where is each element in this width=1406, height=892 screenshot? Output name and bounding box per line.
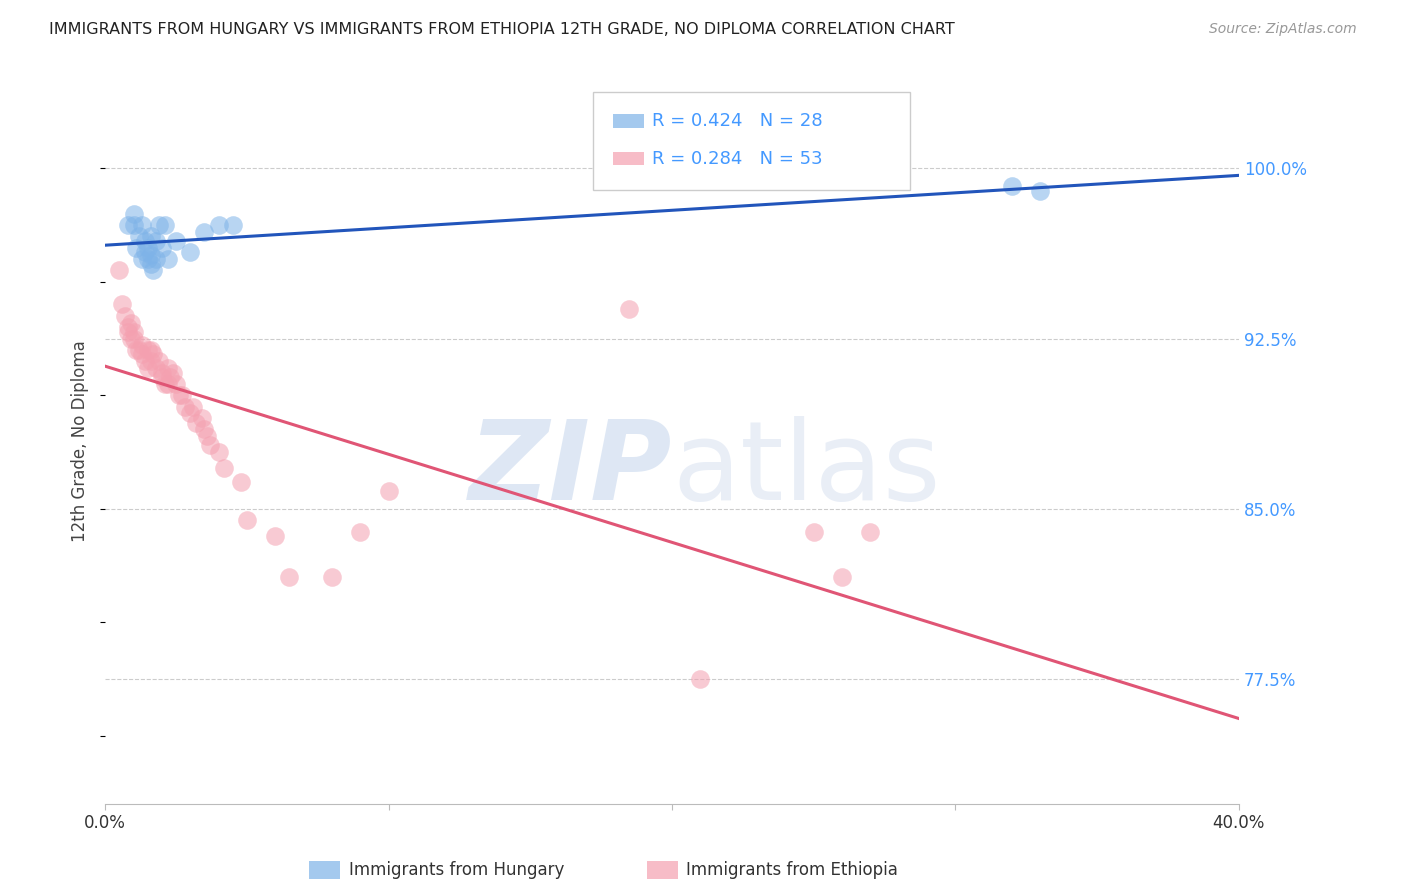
Point — [195, 429, 218, 443]
Point — [165, 376, 187, 391]
Point — [1029, 184, 1052, 198]
Point — [139, 247, 162, 261]
Text: Source: ZipAtlas.com: Source: ZipAtlas.com — [1209, 22, 1357, 37]
Point — [156, 376, 179, 391]
Point — [122, 325, 145, 339]
Y-axis label: 12th Grade, No Diploma: 12th Grade, No Diploma — [72, 340, 89, 541]
Text: Immigrants from Hungary: Immigrants from Hungary — [349, 861, 564, 879]
Text: IMMIGRANTS FROM HUNGARY VS IMMIGRANTS FROM ETHIOPIA 12TH GRADE, NO DIPLOMA CORRE: IMMIGRANTS FROM HUNGARY VS IMMIGRANTS FR… — [49, 22, 955, 37]
Point — [122, 332, 145, 346]
Point — [131, 252, 153, 266]
Point — [190, 411, 212, 425]
Point — [377, 483, 399, 498]
Point — [173, 400, 195, 414]
Point — [117, 320, 139, 334]
Point — [131, 218, 153, 232]
Point — [153, 218, 176, 232]
Point — [128, 343, 150, 357]
Point — [231, 475, 253, 489]
Point — [184, 416, 207, 430]
Point — [207, 445, 229, 459]
Point — [264, 529, 287, 543]
Point — [145, 234, 167, 248]
Point — [120, 332, 142, 346]
Point — [125, 241, 148, 255]
Text: ZIP: ZIP — [468, 417, 672, 524]
Point — [148, 218, 170, 232]
Point — [134, 234, 156, 248]
Point — [142, 263, 165, 277]
Point — [117, 325, 139, 339]
Point — [179, 407, 201, 421]
Point — [134, 354, 156, 368]
Point — [236, 513, 259, 527]
Point — [134, 245, 156, 260]
Point — [207, 218, 229, 232]
Point — [128, 229, 150, 244]
Point — [689, 672, 711, 686]
Point — [803, 524, 825, 539]
Point — [198, 438, 221, 452]
Text: R = 0.424   N = 28: R = 0.424 N = 28 — [651, 112, 823, 130]
Point — [150, 241, 173, 255]
Point — [131, 338, 153, 352]
Point — [153, 376, 176, 391]
Point — [162, 366, 184, 380]
Point — [142, 347, 165, 361]
Point — [170, 388, 193, 402]
Point — [222, 218, 245, 232]
Point — [278, 570, 301, 584]
Point — [1001, 179, 1024, 194]
Point — [148, 354, 170, 368]
Point — [136, 252, 159, 266]
Point — [831, 570, 853, 584]
Point — [117, 218, 139, 232]
Point — [120, 316, 142, 330]
Point — [156, 361, 179, 376]
Point — [181, 400, 204, 414]
Text: atlas: atlas — [672, 417, 941, 524]
Point — [165, 234, 187, 248]
Point — [114, 309, 136, 323]
Text: R = 0.284   N = 53: R = 0.284 N = 53 — [651, 150, 823, 168]
Point — [136, 241, 159, 255]
Point — [212, 461, 235, 475]
Point — [139, 354, 162, 368]
Point — [150, 370, 173, 384]
Point — [136, 343, 159, 357]
Point — [111, 297, 134, 311]
Point — [619, 301, 641, 316]
FancyBboxPatch shape — [593, 92, 910, 190]
Point — [167, 388, 190, 402]
Point — [156, 252, 179, 266]
Point — [131, 347, 153, 361]
Text: Immigrants from Ethiopia: Immigrants from Ethiopia — [686, 861, 898, 879]
Point — [139, 229, 162, 244]
Point — [125, 343, 148, 357]
Point — [321, 570, 343, 584]
FancyBboxPatch shape — [613, 114, 644, 128]
Point — [108, 263, 131, 277]
FancyBboxPatch shape — [613, 153, 644, 165]
Point — [349, 524, 371, 539]
Point — [145, 361, 167, 376]
Point — [136, 361, 159, 376]
Point — [122, 218, 145, 232]
Point — [150, 366, 173, 380]
Point — [159, 370, 181, 384]
Point — [139, 257, 162, 271]
Point — [193, 225, 215, 239]
Point — [145, 252, 167, 266]
Point — [193, 422, 215, 436]
Point — [179, 245, 201, 260]
Point — [139, 343, 162, 357]
Point — [122, 207, 145, 221]
Point — [859, 524, 882, 539]
